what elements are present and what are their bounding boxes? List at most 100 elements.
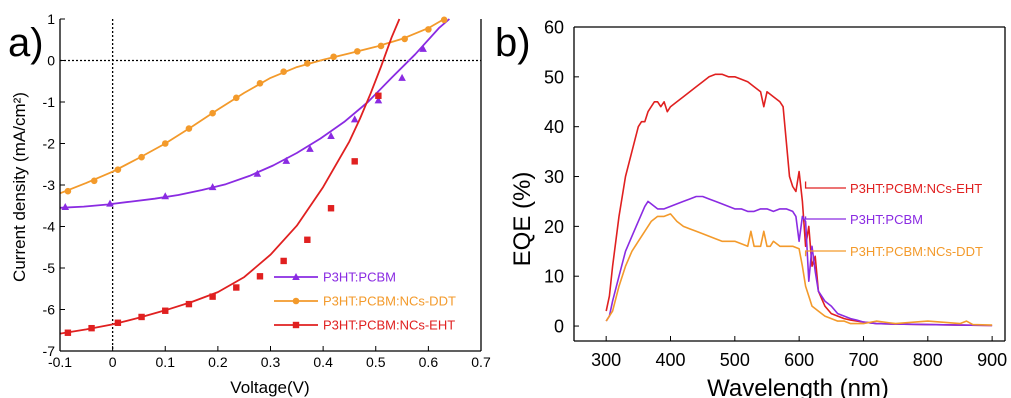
panel-b-y-axis-label: EQE (%) <box>509 172 536 267</box>
data-point-p3ht-pcbm-ncs-eht <box>375 92 382 99</box>
data-point-p3ht-pcbm <box>306 144 314 152</box>
data-point-p3ht-pcbm-ncs-eht <box>185 300 193 308</box>
series-line-p3ht-pcbm-ncs-eht <box>605 73 993 327</box>
x-tick-label: 400 <box>655 350 685 370</box>
data-point-p3ht-pcbm-ncs-eht <box>351 158 358 165</box>
y-tick-label: -6 <box>43 302 56 318</box>
y-tick-label: 60 <box>544 17 564 37</box>
y-tick-label: -4 <box>43 219 56 235</box>
x-tick-label: 800 <box>913 350 943 370</box>
legend-label-p3ht-pcbm-ncs-eht: P3HT:PCBM:NCs-EHT <box>850 181 982 196</box>
data-point-p3ht-pcbm-ncs-ddt <box>401 35 408 43</box>
panel-a-x-axis-label: Voltage(V) <box>230 378 309 397</box>
x-tick-label: 0.2 <box>208 354 228 370</box>
legend-label-p3ht-pcbm-ncs-ddt: P3HT:PCBM:NCs-DDT <box>850 244 983 259</box>
panel-b-legend: P3HT:PCBM:NCs-EHT P3HT:PCBM P3HT:PCBM:NCs-… <box>804 181 983 259</box>
data-point-p3ht-pcbm-ncs-ddt <box>138 153 145 161</box>
data-point-p3ht-pcbm-ncs-ddt <box>161 140 169 147</box>
legend-marker-p3ht-pcbm <box>292 273 300 280</box>
x-tick-label: 600 <box>784 350 814 370</box>
x-tick-label: 900 <box>977 350 1007 370</box>
data-point-p3ht-pcbm <box>350 115 359 123</box>
x-tick-label: 0.1 <box>156 354 176 370</box>
data-point-p3ht-pcbm-ncs-eht <box>138 313 145 321</box>
data-point-p3ht-pcbm-ncs-ddt <box>280 68 287 76</box>
x-tick-label: 700 <box>848 350 878 370</box>
data-point-p3ht-pcbm-ncs-ddt <box>354 48 361 55</box>
panel-b-ticks: 300 400 500 600 700 800 900 0 10 20 30 40 50 60 <box>544 17 1007 370</box>
panel-b: b) 300 400 500 600 700 800 900 0 10 20 30 40 50 60 P3… <box>495 17 1007 398</box>
legend-marker-p3ht-pcbm-ncs-ddt <box>292 297 300 305</box>
data-point-p3ht-pcbm-ncs-ddt <box>304 60 311 67</box>
panel-b-axes <box>573 26 1006 342</box>
data-point-p3ht-pcbm-ncs-eht <box>64 329 72 336</box>
x-tick-label: -0.1 <box>48 354 72 370</box>
data-point-p3ht-pcbm-ncs-eht <box>162 307 169 314</box>
series-line-p3ht-pcbm <box>605 195 993 327</box>
y-tick-label: 30 <box>544 167 564 187</box>
series-line-p3ht-pcbm-ncs-eht <box>59 18 401 335</box>
data-point-p3ht-pcbm <box>61 202 70 210</box>
panel-a-y-axis-label: Current density (mA/cm²) <box>10 92 29 282</box>
data-point-p3ht-pcbm-ncs-ddt <box>440 16 448 24</box>
data-point-p3ht-pcbm <box>398 73 406 81</box>
data-point-p3ht-pcbm-ncs-eht <box>304 236 311 243</box>
data-point-p3ht-pcbm-ncs-eht <box>114 319 122 326</box>
legend-label-p3ht-pcbm: P3HT:PCBM <box>323 270 396 285</box>
data-point-p3ht-pcbm <box>253 169 262 177</box>
y-tick-label: 40 <box>544 117 564 137</box>
data-point-p3ht-pcbm-ncs-ddt <box>256 80 264 87</box>
data-point-p3ht-pcbm <box>208 183 217 191</box>
y-tick-label: -2 <box>43 136 56 152</box>
data-point-p3ht-pcbm-ncs-ddt <box>330 53 337 61</box>
y-tick-label: 1 <box>47 11 55 27</box>
data-point-p3ht-pcbm <box>374 96 383 104</box>
panel-a-zero-lines <box>60 19 481 351</box>
panel-b-label: b) <box>495 21 531 65</box>
callout-line-p3ht-pcbm <box>804 216 846 220</box>
legend-label-p3ht-pcbm: P3HT:PCBM <box>850 212 923 227</box>
y-tick-label: 0 <box>47 53 55 69</box>
data-point-p3ht-pcbm-ncs-ddt <box>64 187 72 195</box>
panel-a-label: a) <box>8 21 44 65</box>
legend-label-p3ht-pcbm-ncs-eht: P3HT:PCBM:NCs-EHT <box>323 318 455 333</box>
callout-line-p3ht-pcbm-ncs-ddt <box>804 250 846 257</box>
data-point-p3ht-pcbm-ncs-ddt <box>425 26 432 33</box>
data-point-p3ht-pcbm <box>327 132 335 140</box>
y-tick-label: -7 <box>43 343 56 359</box>
data-point-p3ht-pcbm-ncs-eht <box>280 257 287 265</box>
data-point-p3ht-pcbm-ncs-ddt <box>114 166 122 173</box>
data-point-p3ht-pcbm-ncs-ddt <box>232 94 240 102</box>
panel-a-ticks: -0.1 0 0.1 0.2 0.3 0.4 0.5 0.6 0.7 1 0 -1 -2 -3 -4 -5 -6… <box>43 11 491 370</box>
data-point-p3ht-pcbm-ncs-eht <box>256 273 264 280</box>
data-point-p3ht-pcbm-ncs-ddt <box>90 177 98 185</box>
data-point-p3ht-pcbm <box>419 44 427 52</box>
x-tick-label: 0.4 <box>313 354 333 370</box>
y-tick-label: -1 <box>43 94 56 110</box>
x-tick-label: 0 <box>109 354 117 370</box>
data-point-p3ht-pcbm-ncs-ddt <box>209 109 216 117</box>
data-point-p3ht-pcbm-ncs-eht <box>233 284 240 291</box>
series-line-p3ht-pcbm-ncs-ddt <box>605 213 993 326</box>
data-point-p3ht-pcbm-ncs-eht <box>88 324 95 332</box>
y-tick-label: 10 <box>544 267 564 287</box>
y-tick-label: 0 <box>554 317 564 337</box>
panel-a: a) -0.1 0 0.1 0.2 0.3 0.4 0.5 0.6 0.710-1-2-3-4-… <box>8 11 491 397</box>
panel-b-x-axis-label: Wavelength (nm) <box>707 375 889 398</box>
x-tick-label: 0.5 <box>366 354 386 370</box>
data-point-p3ht-pcbm-ncs-eht <box>327 205 335 212</box>
data-point-p3ht-pcbm-ncs-ddt <box>377 42 385 50</box>
y-tick-label: 20 <box>544 217 564 237</box>
y-tick-label: -5 <box>43 260 56 276</box>
data-point-p3ht-pcbm-ncs-ddt <box>185 125 193 132</box>
y-tick-label: -3 <box>43 177 56 193</box>
panel-a-legend: P3HT:PCBM P3HT:PCBM:NCs-DDT P3HT:PCBM:NCs-… <box>274 270 456 333</box>
x-tick-label: 300 <box>591 350 621 370</box>
data-point-p3ht-pcbm-ncs-eht <box>209 293 216 300</box>
data-point-p3ht-pcbm <box>106 199 114 207</box>
panel-b-series <box>605 73 993 327</box>
legend-marker-p3ht-pcbm-ncs-eht <box>292 321 300 329</box>
x-tick-label: 500 <box>720 350 750 370</box>
legend-label-p3ht-pcbm-ncs-ddt: P3HT:PCBM:NCs-DDT <box>323 294 456 309</box>
